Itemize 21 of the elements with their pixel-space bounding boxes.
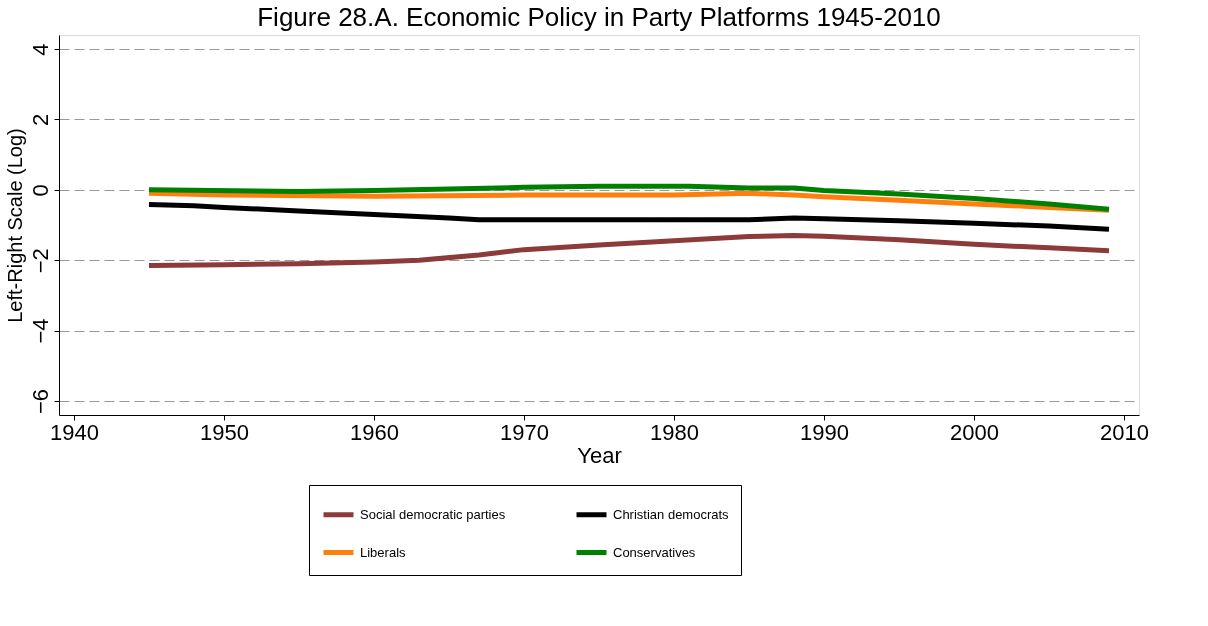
x-tick-label: 1940 bbox=[50, 419, 99, 445]
y-tick-label: 2 bbox=[27, 113, 53, 127]
x-tick-label: 2000 bbox=[950, 419, 999, 445]
legend-label: Christian democrats bbox=[613, 506, 730, 522]
x-axis-title: Year bbox=[577, 442, 622, 468]
chart-title: Figure 28.A. Economic Policy in Party Platforms 1945-2010 bbox=[257, 2, 941, 32]
x-tick-label: 2010 bbox=[1100, 419, 1149, 445]
y-axis-title: Left-Right Scale (Log) bbox=[3, 128, 26, 323]
legend-label: Liberals bbox=[360, 544, 407, 560]
x-tick-label: 1950 bbox=[200, 419, 249, 445]
x-tick-label: 1990 bbox=[800, 419, 849, 445]
y-tick-label: −2 bbox=[27, 248, 53, 274]
y-tick-label: 4 bbox=[27, 43, 53, 56]
x-tick-label: 1980 bbox=[650, 419, 699, 445]
y-tick-label: 0 bbox=[27, 184, 53, 197]
y-tick-label: −6 bbox=[27, 388, 53, 414]
x-tick-label: 1970 bbox=[500, 419, 549, 445]
legend-label: Conservatives bbox=[613, 544, 696, 560]
x-tick-label: 1960 bbox=[350, 419, 399, 445]
legend-label: Social democratic parties bbox=[360, 506, 506, 522]
y-tick-label: −4 bbox=[27, 318, 53, 344]
